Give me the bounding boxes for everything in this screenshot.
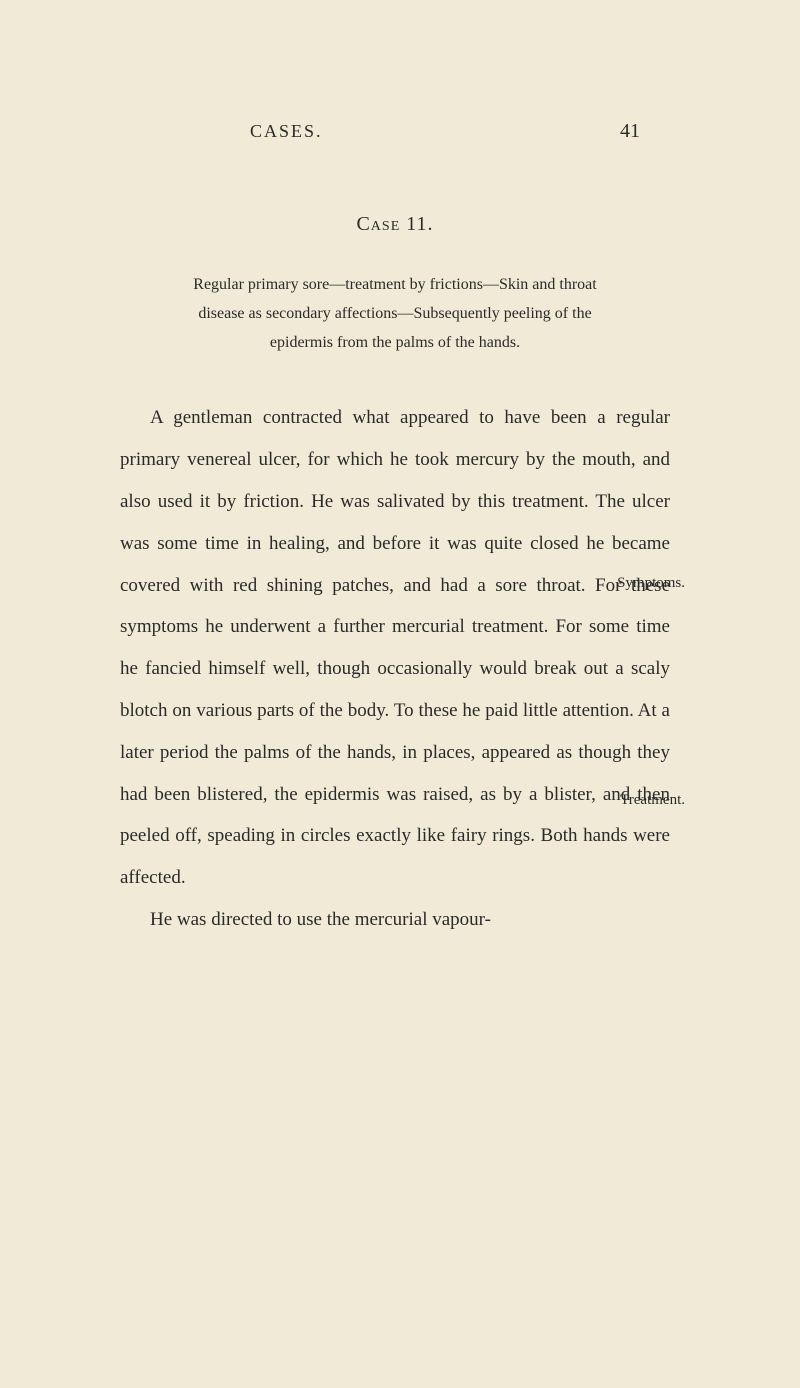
case-subtitle: Regular primary sore—treatment by fricti… [120,271,670,357]
case-title: Case 11. [120,213,670,236]
body-paragraph-2: He was directed to use the mercurial vap… [120,899,670,941]
content-area: Case 11. Regular primary sore—treatment … [120,213,700,941]
page-number: 41 [620,120,640,143]
margin-note-treatment: Treatment. [620,792,685,809]
page-header: CASES. 41 [120,120,700,143]
body-paragraph-1: A gentleman contracted what appeared to … [120,397,670,899]
document-page: CASES. 41 Case 11. Regular primary sore—… [0,0,800,1388]
header-title: CASES. [250,121,323,142]
